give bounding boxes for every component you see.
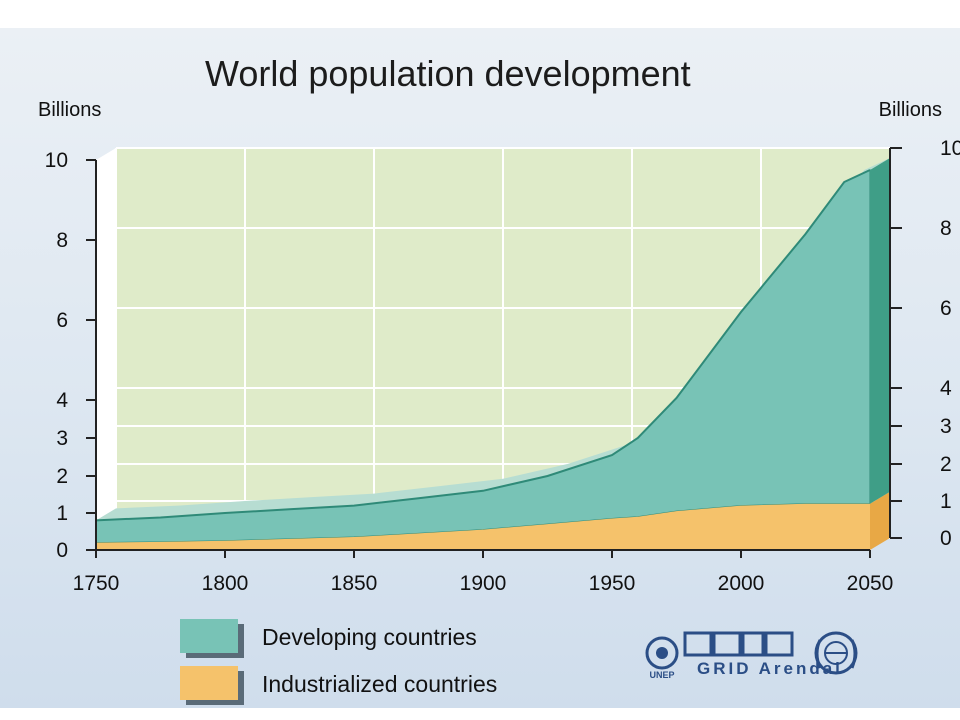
series-developing-outline bbox=[95, 169, 871, 522]
legend-label-industrialized: Industrialized countries bbox=[262, 671, 497, 697]
legend: Developing countries Industrialized coun… bbox=[180, 619, 497, 705]
y-tick-label-right-3: 3 bbox=[940, 415, 952, 438]
legend-item-industrialized: Industrialized countries bbox=[180, 666, 497, 705]
right-axis-unit: Billions bbox=[879, 99, 942, 121]
series-industrialized-countries bbox=[96, 503, 870, 550]
y-tick-label-left-0: 0 bbox=[56, 539, 68, 562]
legend-item-developing: Developing countries bbox=[180, 619, 477, 658]
grid-arendal-logo: GRID Arendal bbox=[683, 631, 843, 678]
area-series bbox=[95, 158, 890, 550]
plot-side-wall bbox=[96, 148, 116, 550]
tick-labels: 0 1 2 3 4 6 8 10 0 1 2 3 4 6 8 10 1750 1800 1850 1900 1950 20… bbox=[45, 137, 960, 595]
series-developing-end-face bbox=[870, 158, 890, 504]
x-tick-label-2050: 2050 bbox=[847, 572, 894, 595]
left-axis-unit: Billions bbox=[38, 99, 101, 121]
legend-swatch-industrialized bbox=[180, 666, 238, 700]
x-tick-label-1900: 1900 bbox=[460, 572, 507, 595]
logos: UNEP GRID Arendal bbox=[645, 631, 858, 680]
legend-label-developing: Developing countries bbox=[262, 624, 477, 650]
unep-logo: UNEP bbox=[645, 636, 679, 680]
legend-swatch-developing bbox=[180, 619, 238, 653]
x-tick-label-1750: 1750 bbox=[73, 572, 120, 595]
chart-title: World population development bbox=[205, 53, 691, 94]
x-tick-label-1800: 1800 bbox=[202, 572, 249, 595]
y-tick-label-right-2: 2 bbox=[940, 453, 952, 476]
x-tick-label-1850: 1850 bbox=[331, 572, 378, 595]
un-emblem bbox=[814, 631, 858, 675]
y-tick-label-left-8: 8 bbox=[56, 229, 68, 252]
y-tick-label-right-6: 6 bbox=[940, 297, 952, 320]
x-tick-label-1950: 1950 bbox=[589, 572, 636, 595]
series-industrialized-end-face bbox=[870, 491, 890, 550]
x-tick-label-2000: 2000 bbox=[718, 572, 765, 595]
y-tick-label-left-2: 2 bbox=[56, 465, 68, 488]
y-tick-label-left-10: 10 bbox=[45, 149, 68, 172]
chart-root: World population development Billions Bi… bbox=[0, 28, 960, 708]
axes bbox=[86, 147, 902, 558]
y-tick-label-right-4: 4 bbox=[940, 377, 952, 400]
population-chart: World population development Billions Bi… bbox=[38, 53, 960, 705]
y-tick-label-left-4: 4 bbox=[56, 389, 68, 412]
y-tick-label-right-1: 1 bbox=[940, 490, 952, 513]
y-tick-label-right-8: 8 bbox=[940, 217, 952, 240]
unep-logo-text: UNEP bbox=[649, 670, 674, 680]
y-tick-label-left-1: 1 bbox=[56, 502, 68, 525]
grid-arendal-logo-text: GRID Arendal bbox=[697, 659, 843, 678]
y-tick-label-right-10: 10 bbox=[940, 137, 960, 160]
y-tick-label-left-6: 6 bbox=[56, 309, 68, 332]
y-tick-label-left-3: 3 bbox=[56, 427, 68, 450]
y-tick-label-right-0: 0 bbox=[940, 527, 952, 550]
